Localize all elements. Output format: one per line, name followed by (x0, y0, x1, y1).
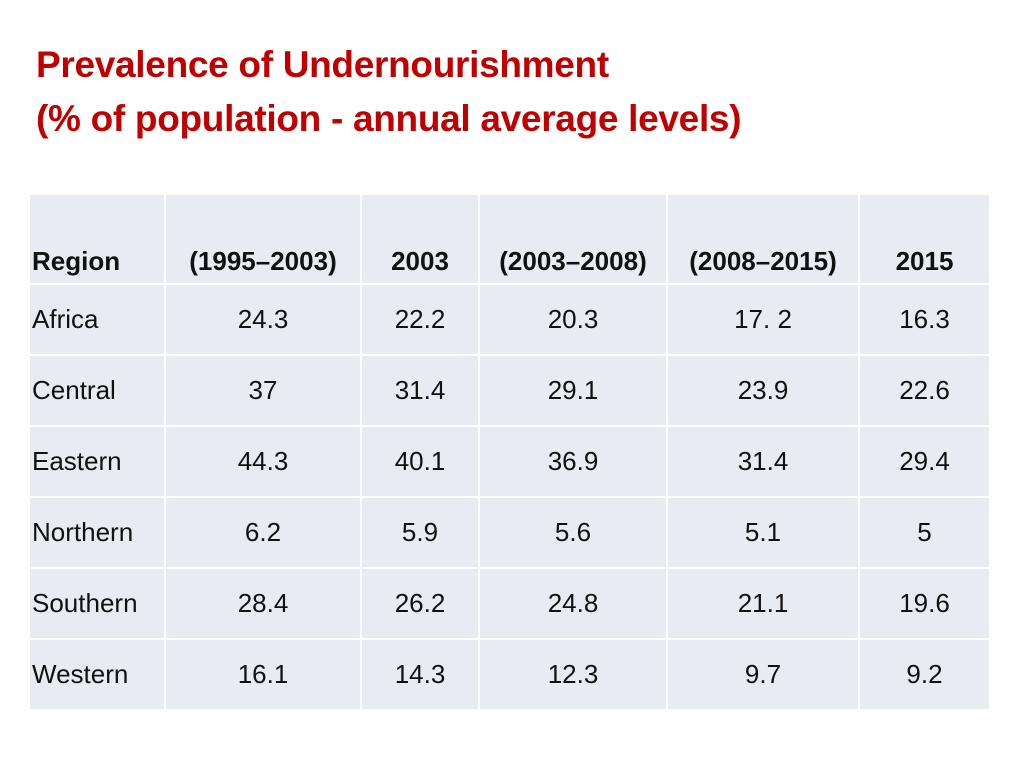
value-cell: 22.6 (860, 356, 989, 425)
value-cell: 24.3 (166, 285, 360, 354)
value-cell: 5.6 (480, 498, 666, 567)
value-cell: 24.8 (480, 569, 666, 638)
value-cell: 5 (860, 498, 989, 567)
value-cell: 23.9 (668, 356, 858, 425)
value-cell: 16.1 (166, 640, 360, 709)
value-cell: 5.1 (668, 498, 858, 567)
table-row: Southern 28.4 26.2 24.8 21.1 19.6 (30, 569, 989, 638)
region-cell: Eastern (30, 427, 164, 496)
region-cell: Western (30, 640, 164, 709)
title-line-1: Prevalence of Undernourishment (36, 44, 609, 85)
value-cell: 20.3 (480, 285, 666, 354)
value-cell: 14.3 (362, 640, 478, 709)
header-2015: 2015 (860, 195, 989, 283)
region-cell: Southern (30, 569, 164, 638)
value-cell: 19.6 (860, 569, 989, 638)
value-cell: 22.2 (362, 285, 478, 354)
table-row: Eastern 44.3 40.1 36.9 31.4 29.4 (30, 427, 989, 496)
value-cell: 31.4 (668, 427, 858, 496)
value-cell: 16.3 (860, 285, 989, 354)
region-cell: Central (30, 356, 164, 425)
table-row: Central 37 31.4 29.1 23.9 22.6 (30, 356, 989, 425)
value-cell: 40.1 (362, 427, 478, 496)
header-2008-2015: (2008–2015) (668, 195, 858, 283)
value-cell: 12.3 (480, 640, 666, 709)
value-cell: 31.4 (362, 356, 478, 425)
table-row: Northern 6.2 5.9 5.6 5.1 5 (30, 498, 989, 567)
value-cell: 26.2 (362, 569, 478, 638)
value-cell: 28.4 (166, 569, 360, 638)
header-row: Region (1995–2003) 2003 (2003–2008) (200… (30, 195, 989, 283)
undernourishment-table: Region (1995–2003) 2003 (2003–2008) (200… (28, 193, 991, 711)
value-cell: 29.4 (860, 427, 989, 496)
value-cell: 29.1 (480, 356, 666, 425)
region-cell: Northern (30, 498, 164, 567)
value-cell: 37 (166, 356, 360, 425)
title-line-2: (% of population - annual average levels… (36, 98, 742, 139)
header-region: Region (30, 195, 164, 283)
table-row: Western 16.1 14.3 12.3 9.7 9.2 (30, 640, 989, 709)
slide-title: Prevalence of Undernourishment (% of pop… (36, 38, 742, 146)
header-1995-2003: (1995–2003) (166, 195, 360, 283)
header-2003-2008: (2003–2008) (480, 195, 666, 283)
table-row: Africa 24.3 22.2 20.3 17. 2 16.3 (30, 285, 989, 354)
value-cell: 6.2 (166, 498, 360, 567)
value-cell: 9.7 (668, 640, 858, 709)
region-cell: Africa (30, 285, 164, 354)
value-cell: 17. 2 (668, 285, 858, 354)
value-cell: 5.9 (362, 498, 478, 567)
value-cell: 36.9 (480, 427, 666, 496)
header-2003: 2003 (362, 195, 478, 283)
value-cell: 21.1 (668, 569, 858, 638)
value-cell: 44.3 (166, 427, 360, 496)
value-cell: 9.2 (860, 640, 989, 709)
